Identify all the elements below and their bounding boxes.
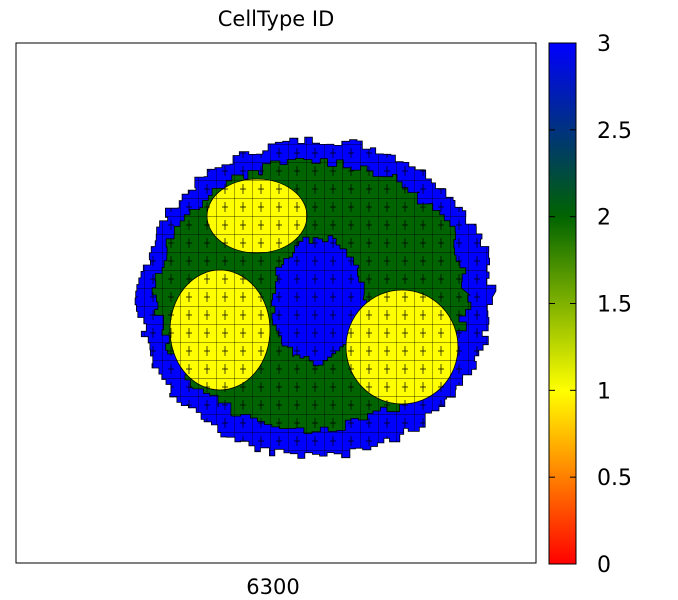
colorbar-ticks: 0 0.5 1 1.5 2 2.5 3 <box>549 32 632 578</box>
colorbar-tick-label: 2.5 <box>597 119 632 144</box>
cell-boundaries <box>135 137 496 459</box>
chart-title: CellType ID <box>218 7 335 31</box>
colorbar-tick-label: 1.5 <box>597 293 632 318</box>
colorbar-tick-label: 0 <box>597 553 611 578</box>
colorbar-tick-label: 0.5 <box>597 466 632 491</box>
colorbar-tick-label: 3 <box>597 32 611 57</box>
colorbar-tick-label: 1 <box>597 379 611 404</box>
x-axis-label: 6300 <box>246 575 299 599</box>
cell-tissue <box>134 136 497 459</box>
colorbar-tick-label: 2 <box>597 206 611 231</box>
